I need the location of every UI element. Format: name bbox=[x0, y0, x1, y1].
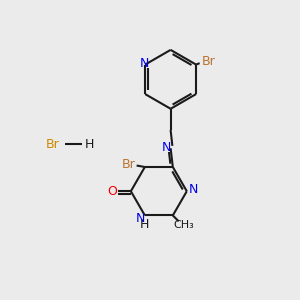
Text: Br: Br bbox=[202, 55, 215, 68]
Text: N: N bbox=[136, 212, 145, 226]
Text: CH₃: CH₃ bbox=[173, 220, 194, 230]
Text: N: N bbox=[161, 141, 171, 154]
Text: Br: Br bbox=[46, 138, 60, 151]
Text: Br: Br bbox=[122, 158, 136, 171]
Text: N: N bbox=[140, 57, 149, 70]
Text: H: H bbox=[85, 138, 94, 151]
Text: O: O bbox=[107, 185, 117, 198]
Text: H: H bbox=[140, 218, 149, 231]
Text: N: N bbox=[189, 183, 198, 196]
